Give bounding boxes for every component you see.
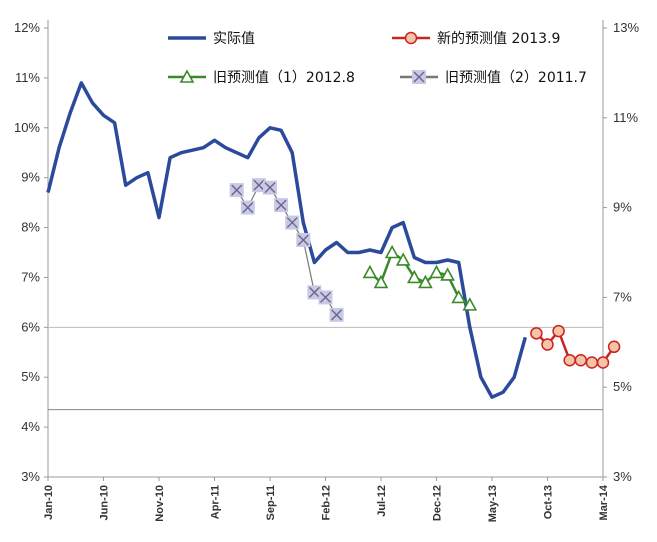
x-tick-label: Sep-11 bbox=[265, 485, 277, 520]
legend-item-0: 实际值 bbox=[168, 31, 255, 47]
series-point-cross bbox=[231, 184, 243, 196]
right-tick-label: 9% bbox=[613, 200, 632, 215]
right-tick-label: 3% bbox=[613, 469, 632, 484]
series-point bbox=[607, 340, 621, 354]
series-point-cross bbox=[331, 309, 343, 321]
x-tick-label: Mar-14 bbox=[598, 484, 610, 520]
left-tick-label: 7% bbox=[21, 269, 40, 284]
left-tick-label: 5% bbox=[21, 369, 40, 384]
series-point-cross bbox=[297, 234, 309, 246]
x-tick-label: Feb-12 bbox=[321, 485, 333, 520]
x-tick-label: Jun-10 bbox=[99, 485, 111, 520]
series-point bbox=[530, 327, 543, 340]
series-point bbox=[574, 354, 588, 367]
series-point bbox=[462, 297, 478, 311]
legend-item-1: 新的预测值 2013.9 bbox=[392, 31, 560, 47]
legend-label: 新的预测值 2013.9 bbox=[437, 31, 560, 47]
right-tick-label: 13% bbox=[613, 20, 639, 35]
series-line bbox=[369, 251, 471, 306]
series-point bbox=[384, 244, 400, 259]
series-line bbox=[46, 81, 527, 399]
series-point bbox=[418, 274, 433, 289]
series-point-cross bbox=[253, 179, 265, 191]
x-tick-label: Nov-10 bbox=[154, 485, 166, 522]
series-2 bbox=[362, 244, 478, 311]
left-tick-label: 3% bbox=[21, 469, 40, 484]
series-point-cross bbox=[413, 71, 425, 83]
series-point bbox=[429, 264, 444, 279]
series-point bbox=[179, 69, 195, 83]
series-point bbox=[596, 356, 610, 369]
left-tick-label: 10% bbox=[14, 120, 40, 135]
series-point-cross bbox=[320, 291, 331, 303]
series-point-cross bbox=[242, 202, 254, 214]
x-tick-label: Oct-13 bbox=[543, 485, 555, 519]
right-tick-label: 11% bbox=[613, 110, 638, 125]
x-tick-label: May-13 bbox=[487, 485, 499, 522]
legend-item-3: 旧预测值（2）2011.7 bbox=[400, 70, 587, 86]
axes: 3% 4% 5% 6% 7% 8% 9% 10% 11% 12% 3% 5% 7% 9% 11% 13% Jan… bbox=[14, 20, 639, 522]
right-tick-label: 7% bbox=[613, 289, 632, 304]
left-tick-label: 6% bbox=[21, 319, 40, 334]
series-point bbox=[395, 252, 411, 266]
left-tick-label: 8% bbox=[21, 220, 40, 235]
series-point bbox=[440, 267, 455, 281]
series-point-cross bbox=[286, 217, 298, 229]
series-3 bbox=[229, 178, 344, 322]
series-point bbox=[585, 356, 599, 369]
legend-label: 旧预测值（1）2012.8 bbox=[213, 70, 355, 86]
series-point bbox=[362, 264, 378, 279]
series-point bbox=[406, 269, 422, 284]
x-tick-label: Jul-12 bbox=[376, 485, 388, 517]
left-tick-label: 11% bbox=[15, 70, 40, 85]
series-point-cross bbox=[308, 286, 320, 298]
series-point bbox=[552, 324, 565, 338]
legend-label: 旧预测值（2）2011.7 bbox=[445, 70, 587, 86]
series-point bbox=[404, 31, 418, 45]
series-point bbox=[373, 274, 389, 289]
series-0 bbox=[46, 81, 527, 399]
x-tick-label: Apr-11 bbox=[210, 485, 222, 519]
left-tick-label: 4% bbox=[21, 419, 40, 434]
series-layer bbox=[46, 81, 621, 399]
left-tick-label: 12% bbox=[14, 20, 40, 35]
series-point bbox=[541, 338, 554, 351]
legend-item-2: 旧预测值（1）2012.8 bbox=[168, 69, 355, 86]
legend-label: 实际值 bbox=[213, 31, 255, 47]
series-1 bbox=[530, 324, 621, 369]
right-tick-label: 5% bbox=[613, 379, 632, 394]
series-point bbox=[563, 354, 576, 367]
series-point bbox=[451, 289, 467, 304]
series-point-cross bbox=[275, 199, 287, 211]
x-tick-label: Dec-12 bbox=[432, 485, 444, 521]
legend: 实际值 新的预测值 2013.9 旧预测值（1）2012.8 旧预测值（2）2011.… bbox=[168, 31, 587, 86]
series-point-cross bbox=[264, 182, 276, 194]
left-tick-label: 9% bbox=[21, 170, 40, 185]
x-tick-label: Jan-10 bbox=[43, 485, 55, 520]
